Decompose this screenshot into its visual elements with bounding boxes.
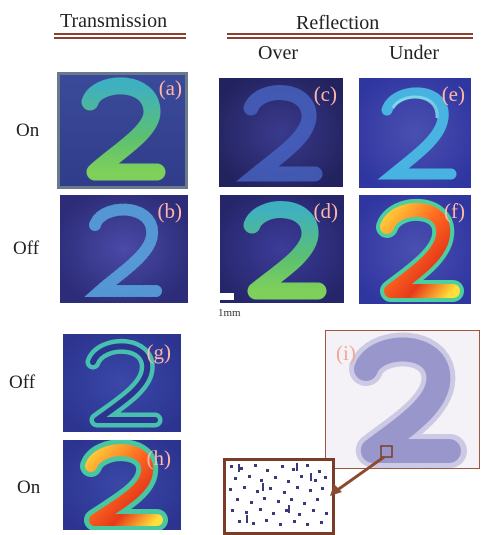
zoom-inset [223,458,335,535]
panel-i: (i) [325,330,480,469]
digit-two-image [377,87,457,180]
panel-d: (d) [220,195,344,303]
digit-two-image [84,203,164,297]
digit-two-image [235,85,323,182]
scale-bar-label: 1mm [218,307,241,319]
panel-label-a: (a) [158,76,182,100]
panel-g: (g) [63,334,181,432]
digit-two-image [80,440,168,530]
panel-label-c: (c) [313,82,337,106]
panel-e: (e) [359,78,471,188]
panel-h: (h) [63,440,181,530]
digit-two-image [243,201,327,300]
panel-c: (c) [219,78,343,187]
row-label-on: On [16,120,40,141]
panel-label-g: (g) [146,340,172,364]
digit-two-image [81,77,166,181]
rule-reflection [227,33,473,39]
row-label-off: Off [13,238,40,259]
panel-f: (f) [359,195,471,304]
header-reflection: Reflection [296,12,380,34]
panel-label-d: (d) [313,199,339,223]
panel-label-e: (e) [441,82,465,106]
panel-b: (b) [60,195,188,303]
digit-two-image [376,198,464,302]
zoom-arrow [330,455,385,496]
row-label-on: On [17,477,41,498]
row-label-off: Off [9,372,36,393]
panel-label-f: (f) [444,199,465,223]
scale-bar-swatch [220,293,234,300]
digit-two-speckle-image [349,332,467,468]
panel-label-i: (i) [336,341,356,365]
panel-label-b: (b) [157,199,183,223]
header-over: Over [258,42,298,64]
rule-transmission [54,33,186,39]
zoom-speckle-image [229,463,328,526]
header-transmission: Transmission [60,10,168,32]
panel-label-h: (h) [146,446,172,470]
panel-a: (a) [57,72,188,189]
header-under: Under [389,42,439,64]
digit-two-image [85,338,163,428]
